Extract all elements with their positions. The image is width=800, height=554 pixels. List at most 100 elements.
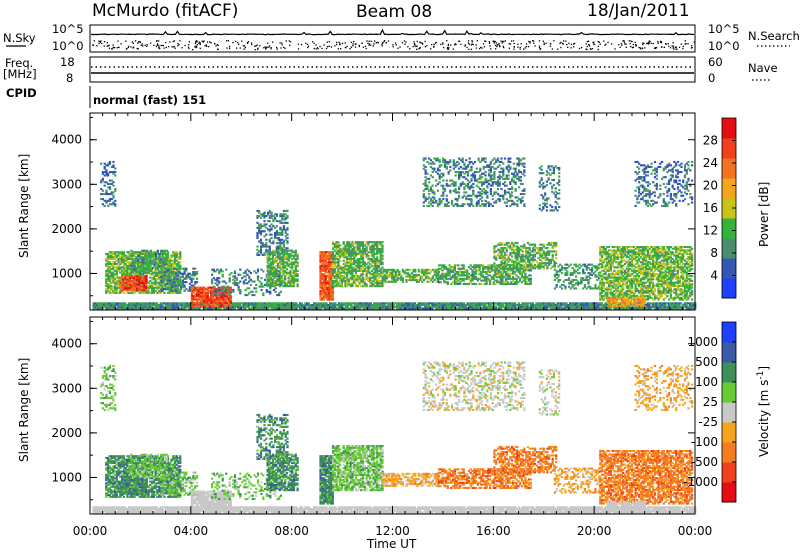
power-cell (646, 305, 649, 308)
power-cell (168, 302, 171, 305)
power-cell (138, 302, 141, 305)
power-cell (309, 305, 312, 308)
power-cell (355, 307, 358, 310)
n-search-point (125, 40, 127, 42)
power-cell (595, 305, 598, 308)
power-cell (211, 292, 214, 295)
power-cell (373, 304, 376, 307)
power-cell (339, 259, 342, 262)
power-cell (556, 304, 559, 307)
n-search-point (479, 48, 481, 50)
n-search-point (532, 40, 535, 42)
power-cell (115, 276, 118, 279)
power-cell (110, 257, 113, 260)
nave-tick-bottom: 0 (708, 71, 715, 85)
power-cell (381, 304, 385, 307)
power-cell (344, 302, 348, 305)
power-cell (359, 302, 362, 305)
power-cell (487, 304, 490, 307)
power-cell (394, 305, 397, 308)
power-cell (160, 284, 163, 287)
n-search-point (192, 49, 194, 51)
n-search-point (205, 44, 207, 46)
n-search-point (142, 45, 144, 47)
n-search-point (96, 45, 98, 47)
power-cell (433, 304, 436, 307)
power-cell (332, 305, 335, 308)
n-search-point (591, 48, 594, 50)
power-cell (297, 304, 300, 307)
power-cell (96, 307, 99, 310)
power-cell (141, 307, 145, 310)
power-cell (124, 256, 127, 259)
power-cell (262, 292, 265, 295)
power-cell (119, 266, 122, 269)
power-cell (122, 266, 125, 269)
n-search-point (99, 41, 101, 43)
power-cell (547, 304, 550, 307)
power-cell (426, 304, 429, 307)
power-cell (558, 307, 561, 310)
power-cell (295, 305, 298, 308)
power-cell (533, 307, 536, 310)
power-cell (599, 304, 602, 307)
power-cell (307, 307, 310, 310)
n-search-point (538, 40, 541, 42)
power-cell (255, 283, 258, 286)
power-cell (422, 302, 425, 305)
power-cell (111, 304, 115, 307)
power-cell (111, 307, 115, 310)
n-search-point (557, 48, 559, 50)
power-cell (539, 304, 542, 307)
power-cell (503, 302, 506, 305)
power-cell (450, 304, 453, 307)
power-cell (112, 280, 115, 283)
power-cell (126, 271, 129, 274)
power-cell (295, 302, 298, 305)
power-cell (471, 307, 475, 310)
power-cell (505, 302, 508, 305)
n-search-point (430, 48, 432, 50)
power-cell (231, 304, 235, 307)
power-cell (294, 249, 297, 252)
power-cell (669, 304, 672, 307)
power-cell (463, 307, 466, 310)
power-cell (228, 292, 231, 295)
n-search-point (242, 45, 244, 47)
power-cell (660, 302, 663, 305)
n-search-point (203, 40, 205, 42)
power-cell (239, 304, 242, 307)
power-cell (136, 307, 139, 310)
power-cell (510, 304, 513, 307)
power-cell (424, 302, 427, 305)
power-cell (267, 304, 270, 307)
power-cell (355, 305, 358, 308)
power-cell (108, 263, 111, 266)
power-cell (124, 273, 127, 276)
power-cell (129, 291, 132, 294)
power-cell (134, 305, 138, 308)
power-cell (108, 257, 111, 260)
n-search-point (165, 41, 167, 44)
n-search-point (280, 47, 282, 49)
power-cell (132, 254, 135, 257)
power-cell (348, 304, 351, 307)
n-search-point (368, 44, 370, 46)
power-cell (110, 304, 113, 307)
power-cell (493, 307, 496, 310)
power-cell (260, 302, 263, 305)
power-cell (593, 305, 596, 308)
power-cell (304, 305, 307, 308)
power-cell (466, 304, 469, 307)
power-cell (150, 305, 153, 308)
n-search-point (366, 40, 368, 42)
power-cell (274, 305, 277, 308)
n-search-point (139, 41, 141, 43)
power-cell (117, 254, 120, 257)
power-cell (433, 302, 436, 305)
power-cell (122, 271, 125, 274)
power-cell (133, 263, 136, 266)
power-cell (171, 302, 175, 305)
power-cell (106, 278, 110, 281)
n-search-point (244, 47, 246, 49)
